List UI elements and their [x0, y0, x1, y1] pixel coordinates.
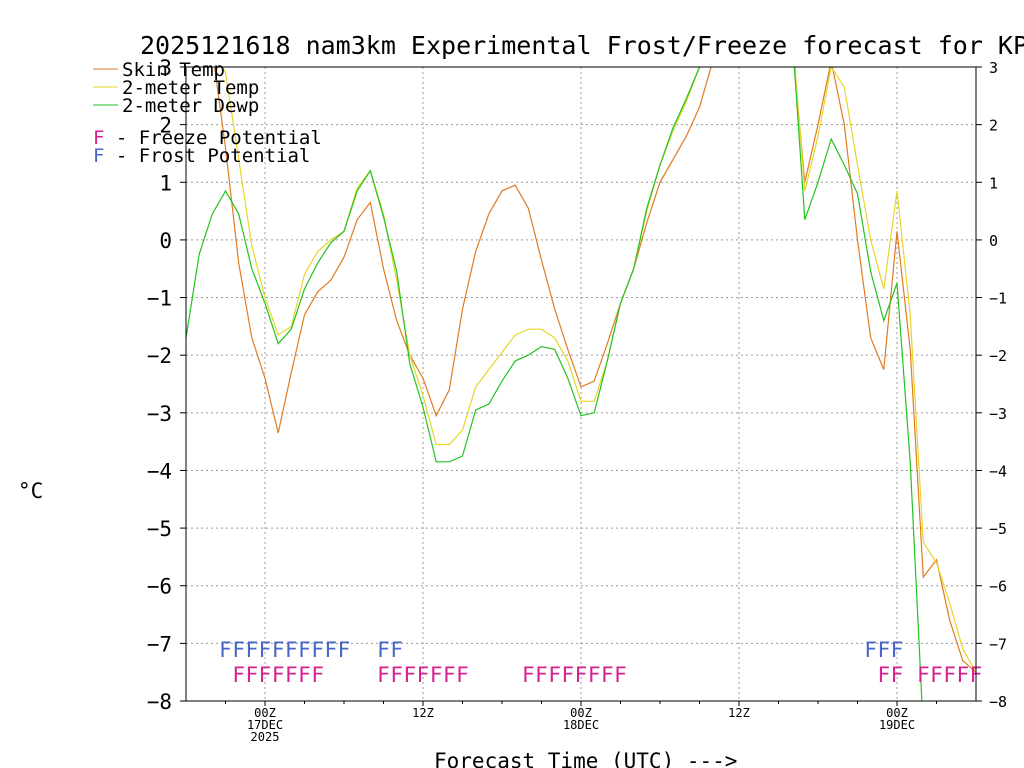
y-tick-label-right: 0	[989, 232, 998, 250]
frost-marker: F	[864, 638, 877, 662]
legend-freeze: F - Freeze Potential	[93, 127, 322, 149]
y-tick-label-right: 3	[989, 59, 998, 77]
legend: Skin Temp 2-meter Temp 2-meter Dewp F - …	[93, 59, 322, 167]
legend-skin-temp: Skin Temp	[122, 59, 225, 81]
frost-marker: F	[259, 638, 272, 662]
freeze-marker: F	[548, 663, 561, 687]
freeze-marker: F	[575, 663, 588, 687]
freeze-marker: F	[601, 663, 614, 687]
frost-marker: F	[891, 638, 904, 662]
y-tick-label-left: 0	[159, 229, 172, 253]
y-tick-label-left: −7	[147, 632, 172, 656]
freeze-marker: F	[535, 663, 548, 687]
legend-2m-temp: 2-meter Temp	[122, 77, 259, 99]
legend-frost: F - Frost Potential	[93, 145, 310, 167]
freeze-marker: F	[272, 663, 285, 687]
freeze-marker: F	[878, 663, 891, 687]
freeze-marker: F	[930, 663, 943, 687]
x-tick-label: 18DEC	[563, 718, 599, 732]
legend-frost-letter: F	[93, 145, 104, 167]
freeze-marker: F	[443, 663, 456, 687]
grid	[186, 67, 976, 701]
y-tick-label-left: −8	[147, 690, 172, 714]
freeze-marker: F	[404, 663, 417, 687]
frost-marker: F	[311, 638, 324, 662]
frost-marker: F	[325, 638, 338, 662]
frost-marker: F	[298, 638, 311, 662]
freeze-marker: F	[891, 663, 904, 687]
y-tick-label-left: 1	[159, 171, 172, 195]
y-tick-label-left: 2	[159, 114, 172, 138]
freeze-marker: F	[957, 663, 970, 687]
freeze-marker: F	[377, 663, 390, 687]
x-tick-label: 19DEC	[879, 718, 915, 732]
y-tick-label-left: −4	[147, 459, 172, 483]
legend-freeze-text: - Freeze Potential	[104, 127, 321, 149]
y-tick-label-right: 1	[989, 174, 998, 192]
freeze-marker: F	[417, 663, 430, 687]
y-tick-label-right: −6	[989, 578, 1007, 596]
series-lines	[186, 67, 976, 701]
freeze-marker: F	[614, 663, 627, 687]
axes: 3 3 2 2 1 1 0 0 −1 −1 −2 −2 −3 −3 −4 −4 −5 −5 −6 −6 −7 −7 −8 −8…	[147, 56, 1007, 744]
y-tick-label-left: −6	[147, 575, 172, 599]
frost-freeze-markers: F F F F F F F F F F F F F F FF F F F F F F F F F F F F F F F F F F F F F F F F…	[219, 638, 982, 687]
y-tick-label-right: −5	[989, 520, 1007, 538]
x-tick-label: 00Z	[570, 706, 592, 720]
freeze-marker: F	[246, 663, 259, 687]
series-skin-temp	[214, 67, 976, 673]
frost-marker: F	[390, 638, 403, 662]
y-tick-label-right: −1	[989, 290, 1007, 308]
x-tick-label: 2025	[251, 730, 280, 744]
y-tick-label-left: −3	[147, 402, 172, 426]
y-tick-label-left: 3	[159, 56, 172, 80]
frost-marker: F	[272, 638, 285, 662]
freeze-marker: F	[522, 663, 535, 687]
y-tick-label-left: −2	[147, 344, 172, 368]
x-tick-label: 12Z	[728, 706, 750, 720]
y-tick-label-right: −7	[989, 635, 1007, 653]
chart-title: 2025121618 nam3km Experimental Frost/Fre…	[140, 31, 1024, 60]
frost-marker: F	[285, 638, 298, 662]
series-2-meter-dewp	[186, 67, 923, 701]
x-tick-label: 17DEC	[247, 718, 283, 732]
x-tick-label: 12Z	[412, 706, 434, 720]
frost-marker: F	[878, 638, 891, 662]
freeze-marker: F	[430, 663, 443, 687]
y-tick-label-right: −8	[989, 693, 1007, 711]
y-tick-label-left: −1	[147, 287, 172, 311]
frost-marker: F	[232, 638, 245, 662]
freeze-marker: F	[943, 663, 956, 687]
y-tick-label-right: −4	[989, 462, 1007, 480]
legend-2m-dewp: 2-meter Dewp	[122, 95, 259, 117]
x-tick-label: 00Z	[254, 706, 276, 720]
freeze-marker: F	[390, 663, 403, 687]
y-axis-label: °C	[18, 479, 43, 503]
freeze-marker: F	[311, 663, 324, 687]
freeze-marker: F	[232, 663, 245, 687]
freeze-marker: F	[298, 663, 311, 687]
y-tick-label-right: −2	[989, 347, 1007, 365]
y-tick-label-right: −3	[989, 405, 1007, 423]
series-2-meter-temp	[221, 67, 976, 673]
freeze-marker: F	[285, 663, 298, 687]
freeze-marker: F	[456, 663, 469, 687]
legend-freeze-letter: F	[93, 127, 104, 149]
frost-marker: F	[377, 638, 390, 662]
legend-frost-text: - Frost Potential	[104, 145, 310, 167]
freeze-marker: F	[562, 663, 575, 687]
freeze-marker: F	[917, 663, 930, 687]
freeze-marker: F	[259, 663, 272, 687]
y-tick-label-left: −5	[147, 517, 172, 541]
frost-marker: F	[338, 638, 351, 662]
x-axis-label: Forecast Time (UTC) --->	[434, 749, 737, 768]
freeze-marker: F	[588, 663, 601, 687]
frost-marker: F	[219, 638, 232, 662]
x-tick-label: 00Z	[886, 706, 908, 720]
frost-marker: F	[246, 638, 259, 662]
y-tick-label-right: 2	[989, 117, 998, 135]
